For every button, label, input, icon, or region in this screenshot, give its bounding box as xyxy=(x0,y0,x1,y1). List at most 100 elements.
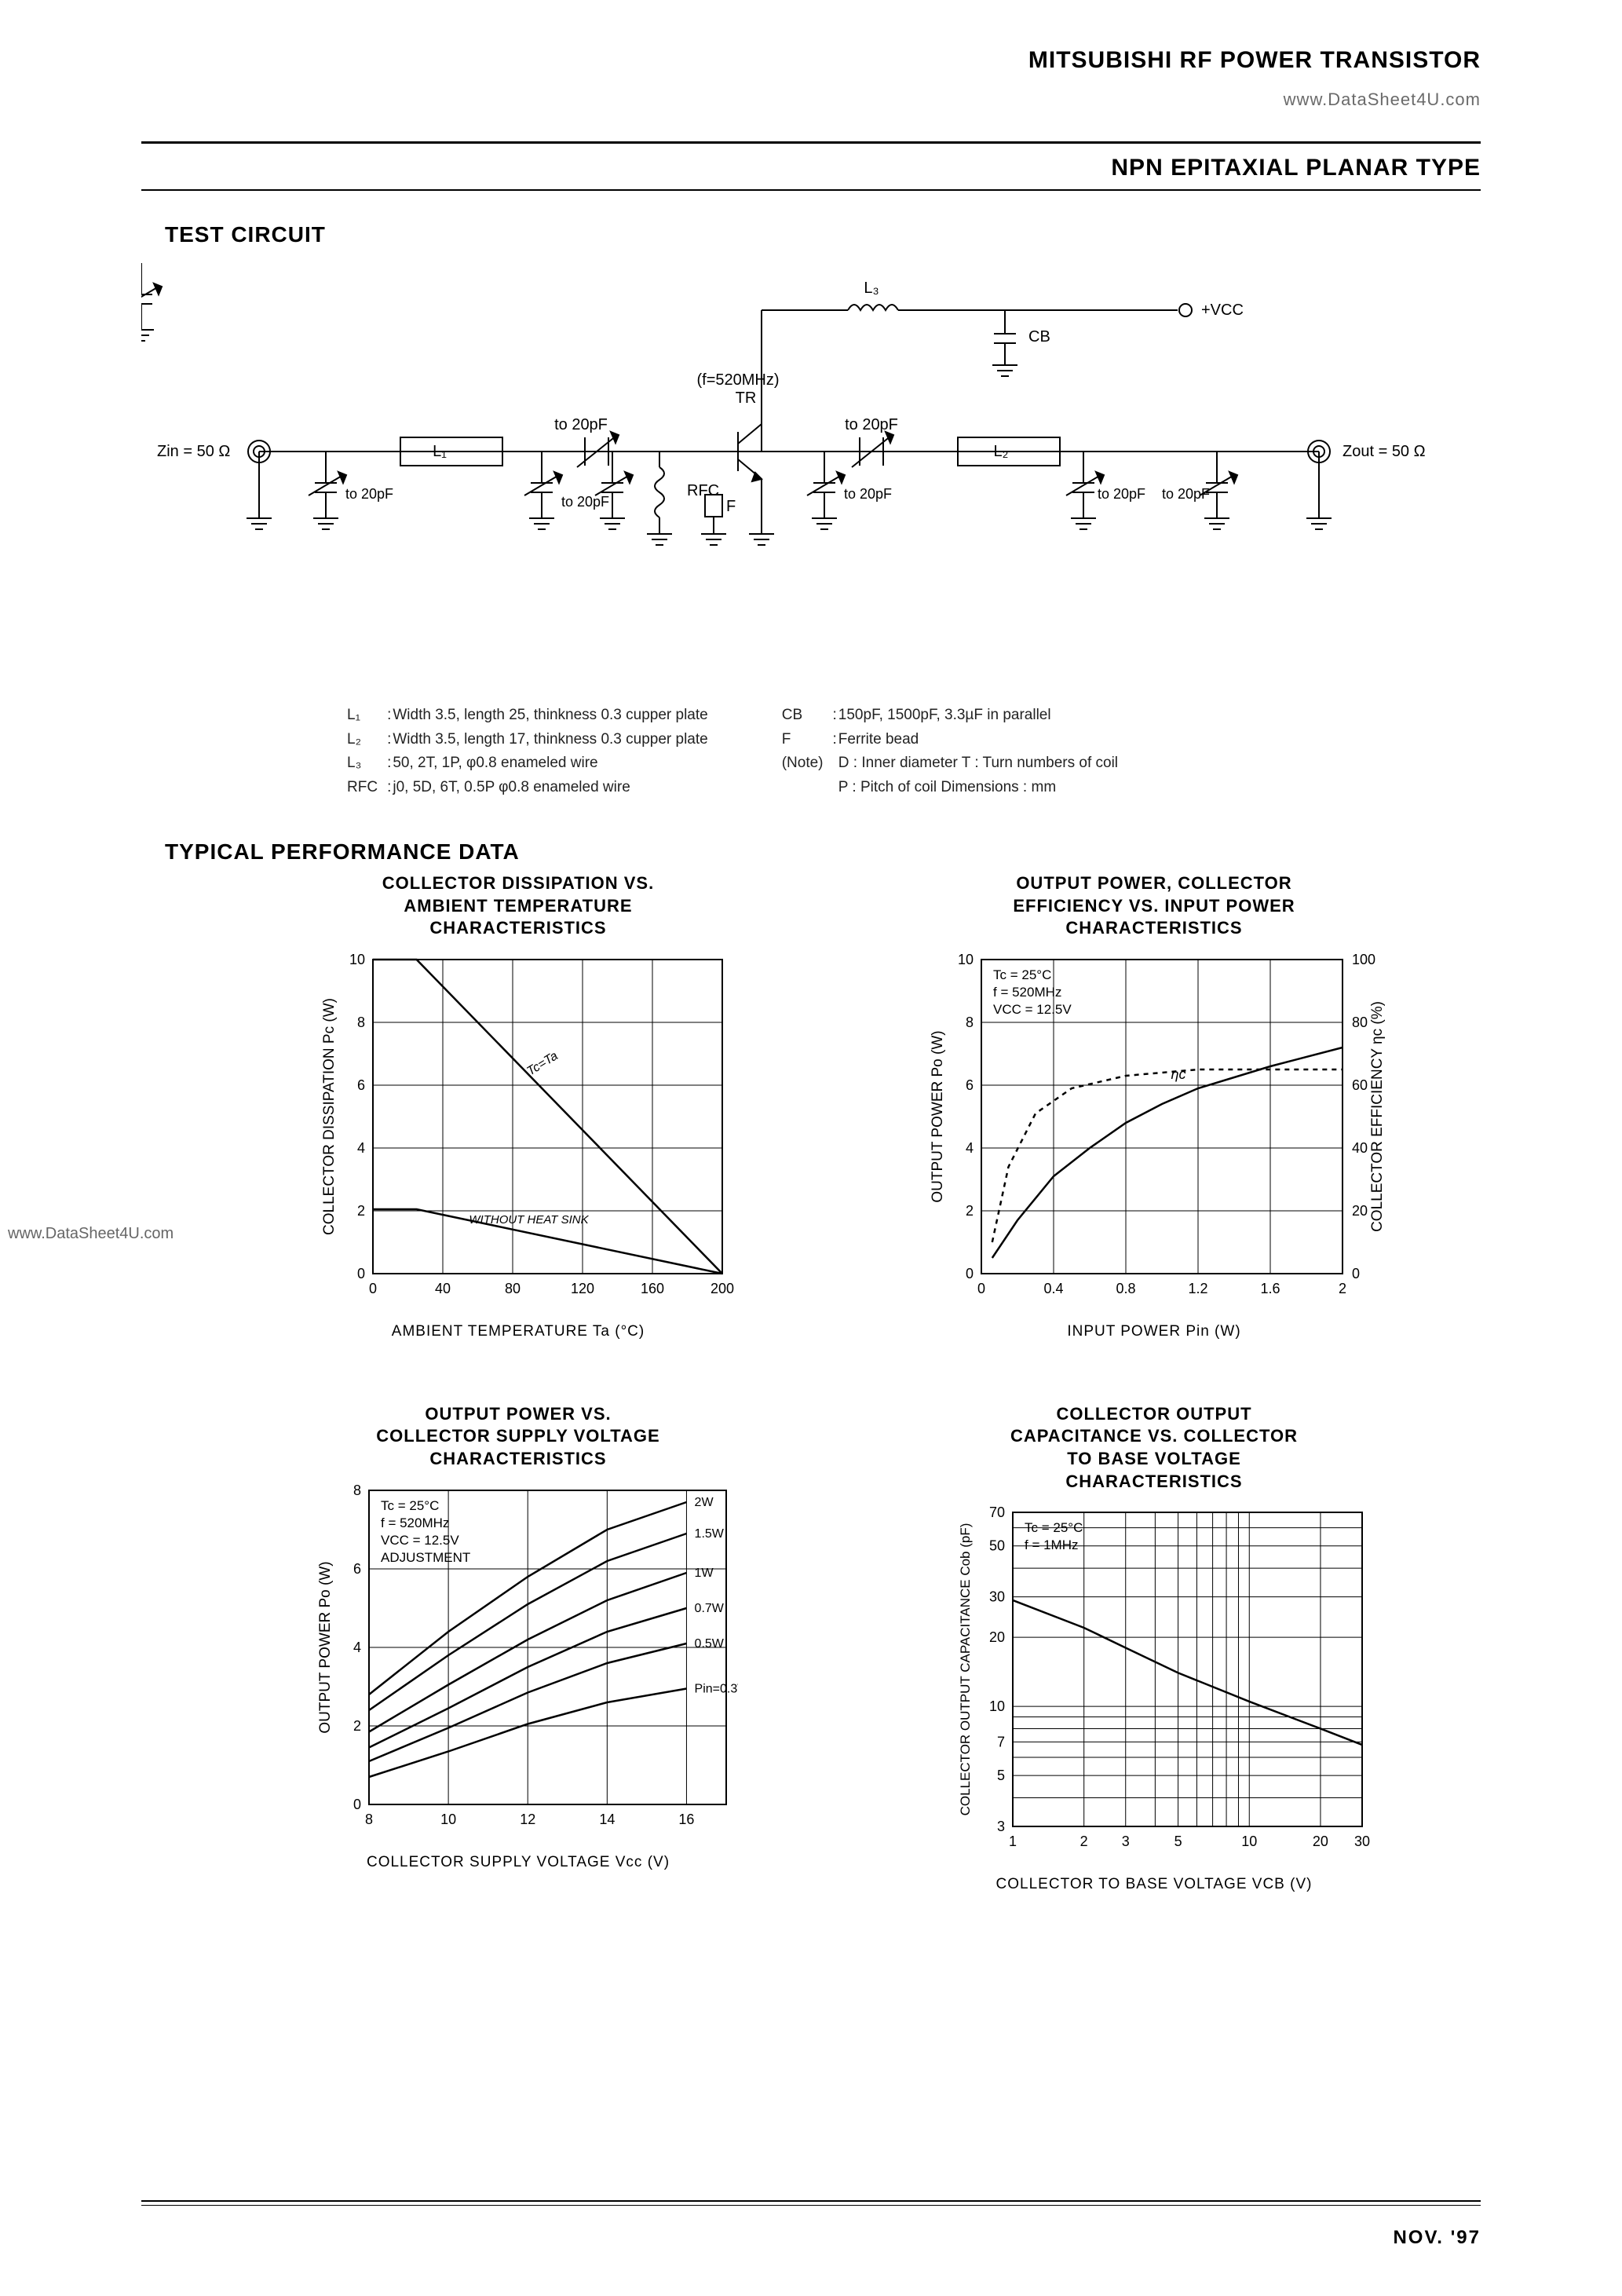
chart-output-vs-vcc: OUTPUT POWER VS.COLLECTOR SUPPLY VOLTAGE… xyxy=(251,1403,785,1893)
chart2-xlabel: INPUT POWER Pin (W) xyxy=(887,1323,1421,1340)
svg-text:f = 520MHz: f = 520MHz xyxy=(381,1515,449,1530)
chart1-xlabel: AMBIENT TEMPERATURE Ta (°C) xyxy=(251,1323,785,1340)
svg-text:1.2: 1.2 xyxy=(1188,1281,1207,1296)
chart4-xlabel: COLLECTOR TO BASE VOLTAGE VCB (V) xyxy=(887,1876,1421,1893)
svg-text:20: 20 xyxy=(1313,1834,1328,1849)
label-rfc: RFC xyxy=(687,482,719,499)
chart-cob-vs-vcb: COLLECTOR OUTPUTCAPACITANCE VS. COLLECTO… xyxy=(887,1403,1421,1893)
svg-text:8: 8 xyxy=(353,1483,361,1498)
svg-text:4: 4 xyxy=(353,1640,361,1655)
svg-text:2: 2 xyxy=(966,1203,974,1219)
svg-text:f = 520MHz: f = 520MHz xyxy=(993,985,1061,1000)
svg-text:2W: 2W xyxy=(695,1496,714,1509)
label-tr: TR xyxy=(736,389,757,407)
svg-text:10: 10 xyxy=(958,952,974,967)
svg-text:6: 6 xyxy=(357,1077,365,1093)
svg-text:20: 20 xyxy=(1352,1203,1368,1219)
svg-text:0: 0 xyxy=(1352,1266,1360,1281)
label-cap20-4: to 20pF xyxy=(561,494,609,510)
label-l2: L₂ xyxy=(994,443,1009,460)
chart-output-vs-input: OUTPUT POWER, COLLECTOREFFICIENCY VS. IN… xyxy=(887,872,1421,1340)
charts-container: COLLECTOR DISSIPATION VS.AMBIENT TEMPERA… xyxy=(141,872,1481,1893)
label-l3: L₃ xyxy=(864,280,879,297)
svg-text:1.5W: 1.5W xyxy=(695,1527,725,1541)
svg-text:Pin=0.3W: Pin=0.3W xyxy=(695,1682,738,1695)
svg-text:60: 60 xyxy=(1352,1077,1368,1093)
svg-text:0: 0 xyxy=(966,1266,974,1281)
svg-text:80: 80 xyxy=(1352,1015,1368,1030)
rule-top-thin xyxy=(141,189,1481,191)
chart2-title: OUTPUT POWER, COLLECTOREFFICIENCY VS. IN… xyxy=(887,872,1421,940)
svg-text:4: 4 xyxy=(357,1140,365,1156)
label-zout: Zout = 50 Ω xyxy=(1343,443,1426,460)
svg-text:0: 0 xyxy=(353,1797,361,1812)
svg-text:10: 10 xyxy=(440,1812,456,1827)
chart2-svg: 00.40.81.21.620246810OUTPUT POWER Po (W)… xyxy=(911,948,1397,1309)
chart3-xlabel: COLLECTOR SUPPLY VOLTAGE Vcc (V) xyxy=(251,1854,785,1871)
label-cap20-2: to 20pF xyxy=(845,416,898,433)
chart1-svg: 040801201602000246810COLLECTOR DISSIPATI… xyxy=(298,948,738,1309)
svg-text:5: 5 xyxy=(1174,1834,1182,1849)
svg-text:30: 30 xyxy=(1354,1834,1370,1849)
watermark-left: www.DataSheet4U.com xyxy=(8,1225,174,1243)
svg-text:VCC = 12.5V: VCC = 12.5V xyxy=(993,1002,1072,1017)
svg-text:50: 50 xyxy=(989,1538,1005,1554)
section-title-perf: TYPICAL PERFORMANCE DATA xyxy=(165,839,1481,865)
label-cap20-6: to 20pF xyxy=(1098,486,1145,502)
chart4-title: COLLECTOR OUTPUTCAPACITANCE VS. COLLECTO… xyxy=(887,1403,1421,1493)
svg-text:VCC = 12.5V: VCC = 12.5V xyxy=(381,1533,459,1548)
label-cb: CB xyxy=(1028,328,1050,345)
svg-text:0.8: 0.8 xyxy=(1116,1281,1135,1296)
svg-text:Tc = 25°C: Tc = 25°C xyxy=(993,967,1051,982)
label-freq: (f=520MHz) xyxy=(696,371,779,389)
svg-text:10: 10 xyxy=(989,1698,1005,1714)
label-cap20-3: to 20pF xyxy=(345,486,393,502)
svg-text:COLLECTOR DISSIPATION Pc (W): COLLECTOR DISSIPATION Pc (W) xyxy=(321,998,338,1235)
svg-text:1: 1 xyxy=(1009,1834,1017,1849)
chart3-title: OUTPUT POWER VS.COLLECTOR SUPPLY VOLTAGE… xyxy=(251,1403,785,1471)
svg-text:120: 120 xyxy=(571,1281,594,1296)
svg-text:40: 40 xyxy=(1352,1140,1368,1156)
svg-text:6: 6 xyxy=(966,1077,974,1093)
svg-text:0: 0 xyxy=(369,1281,377,1296)
date-label: NOV. '97 xyxy=(1393,2227,1481,2249)
svg-text:14: 14 xyxy=(599,1812,615,1827)
test-circuit-diagram: Zin = 50 Ω L₁ L₂ L₃ CB +VCC (f=520MHz) T… xyxy=(141,263,1481,703)
svg-text:16: 16 xyxy=(678,1812,694,1827)
svg-text:10: 10 xyxy=(1241,1834,1257,1849)
svg-text:0.7W: 0.7W xyxy=(695,1602,725,1615)
svg-text:1W: 1W xyxy=(695,1567,714,1580)
circuit-notes: L₁:Width 3.5, length 25, thinkness 0.3 c… xyxy=(345,703,1481,800)
svg-text:10: 10 xyxy=(349,952,365,967)
label-l1: L₁ xyxy=(433,443,447,460)
svg-text:Tc=Ta: Tc=Ta xyxy=(524,1049,560,1078)
watermark-right: www.DataSheet4U.com xyxy=(141,90,1481,110)
label-cap20-1: to 20pF xyxy=(554,416,608,433)
svg-text:0.5W: 0.5W xyxy=(695,1637,725,1651)
svg-text:0.4: 0.4 xyxy=(1043,1281,1063,1296)
svg-text:7: 7 xyxy=(997,1735,1005,1750)
svg-text:8: 8 xyxy=(365,1812,373,1827)
chart-collector-dissipation: COLLECTOR DISSIPATION VS.AMBIENT TEMPERA… xyxy=(251,872,785,1340)
label-vcc: +VCC xyxy=(1201,302,1244,319)
svg-text:200: 200 xyxy=(711,1281,734,1296)
svg-text:WITHOUT HEAT SINK: WITHOUT HEAT SINK xyxy=(469,1213,589,1227)
svg-text:OUTPUT POWER Po (W): OUTPUT POWER Po (W) xyxy=(317,1561,334,1733)
svg-text:f = 1MHz: f = 1MHz xyxy=(1025,1537,1079,1552)
svg-text:80: 80 xyxy=(505,1281,521,1296)
label-cap20-5: to 20pF xyxy=(844,486,892,502)
svg-text:8: 8 xyxy=(357,1015,365,1030)
svg-text:0: 0 xyxy=(977,1281,985,1296)
svg-text:2: 2 xyxy=(357,1203,365,1219)
svg-text:Tc = 25°C: Tc = 25°C xyxy=(381,1498,439,1513)
svg-text:ADJUSTMENT: ADJUSTMENT xyxy=(381,1550,470,1565)
svg-text:2: 2 xyxy=(353,1718,361,1734)
svg-text:ηc: ηc xyxy=(1171,1066,1186,1082)
label-cap20-7: to 20pF xyxy=(1162,486,1210,502)
svg-text:100: 100 xyxy=(1352,952,1375,967)
svg-text:30: 30 xyxy=(989,1589,1005,1605)
label-f: F xyxy=(726,498,736,515)
svg-text:20: 20 xyxy=(989,1629,1005,1645)
circuit-notes-right: CB:150pF, 1500pF, 3.3µF in parallelF:Fer… xyxy=(780,703,1120,800)
svg-text:2: 2 xyxy=(1080,1834,1088,1849)
